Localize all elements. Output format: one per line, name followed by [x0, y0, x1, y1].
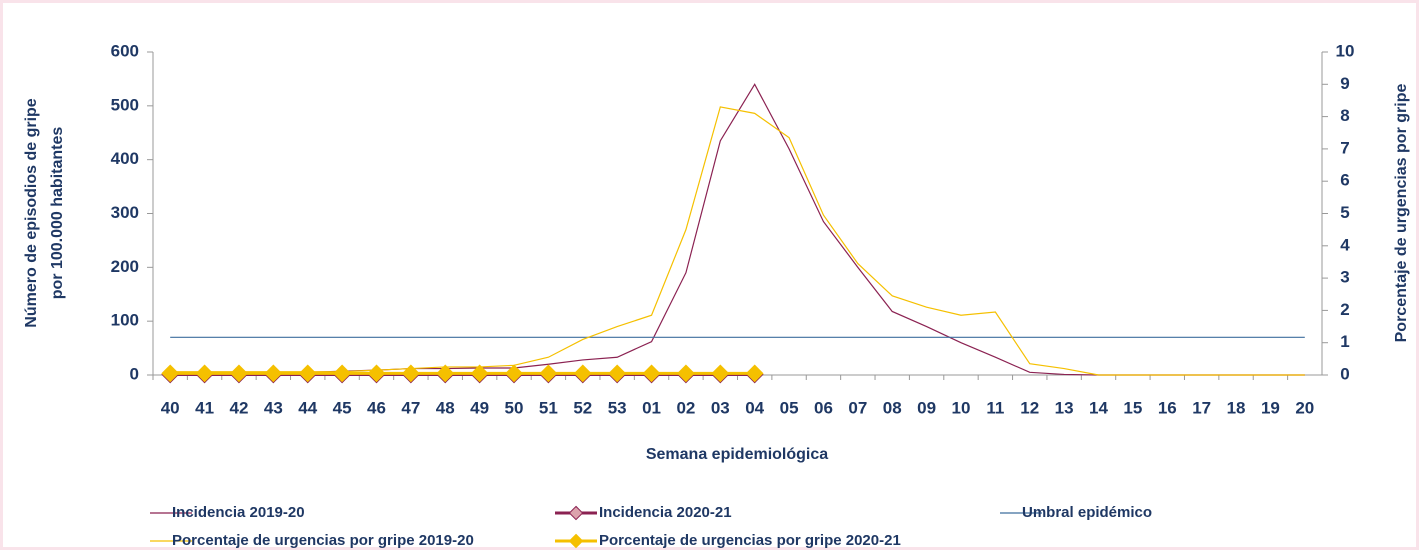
y-axis-title: Número de episodios de gripe: [23, 98, 40, 327]
marker: [573, 364, 592, 383]
y-tick-label: 600: [111, 41, 139, 60]
marker: [505, 364, 523, 383]
y-tick-label: 100: [111, 311, 139, 330]
x-tick-label: 06: [814, 398, 833, 417]
x-tick-label: 46: [367, 398, 386, 417]
y-axis-title: por 100.000 habitantes: [49, 127, 66, 300]
series-line: [170, 106, 1305, 376]
legend-label: Incidencia 2019-20: [172, 504, 305, 521]
x-tick-label: 18: [1227, 398, 1246, 417]
series-line: [170, 83, 1305, 376]
x-tick-label: 51: [539, 398, 558, 417]
x-tick-label: 07: [848, 398, 867, 417]
x-tick-label: 43: [264, 398, 283, 417]
x-tick-label: 09: [917, 398, 936, 417]
x-tick-label: 19: [1261, 398, 1280, 417]
x-tick-label: 44: [298, 398, 317, 417]
marker: [470, 364, 489, 383]
x-tick-label: 53: [608, 398, 627, 417]
x-tick-label: 15: [1123, 398, 1142, 417]
x-tick-label: 13: [1055, 398, 1074, 417]
marker: [333, 364, 351, 383]
y2-axis-title: Porcentaje de urgencias por gripe: [1393, 84, 1410, 343]
y2-tick-label: 4: [1340, 235, 1350, 254]
marker: [264, 364, 283, 383]
marker: [230, 364, 248, 383]
marker: [745, 364, 764, 383]
x-tick-label: 49: [470, 398, 489, 417]
x-tick-label: 11: [986, 398, 1004, 417]
y-tick-label: 300: [111, 203, 139, 222]
y2-tick-label: 0: [1340, 364, 1349, 383]
marker: [367, 364, 386, 383]
y2-tick-label: 6: [1340, 171, 1349, 190]
x-tick-label: 17: [1192, 398, 1211, 417]
x-tick-label: 47: [401, 398, 420, 417]
x-tick-label: 04: [745, 398, 764, 417]
marker: [436, 364, 455, 383]
x-tick-label: 48: [436, 398, 455, 417]
y2-tick-label: 7: [1340, 138, 1349, 157]
y2-tick-label: 9: [1340, 74, 1349, 93]
x-tick-label: 42: [229, 398, 248, 417]
legend-label: Porcentaje de urgencias por gripe 2020-2…: [599, 532, 901, 549]
x-tick-label: 10: [952, 398, 971, 417]
x-tick-label: 40: [161, 398, 180, 417]
marker: [677, 364, 695, 383]
marker: [195, 364, 214, 383]
x-axis-title: Semana epidemiológica: [646, 446, 828, 463]
x-tick-label: 45: [333, 398, 352, 417]
x-tick-label: 03: [711, 398, 730, 417]
marker: [161, 364, 180, 383]
marker: [539, 364, 558, 383]
x-tick-label: 14: [1089, 398, 1108, 417]
y-tick-label: 0: [130, 364, 139, 383]
legend-label: Porcentaje de urgencias por gripe 2019-2…: [172, 532, 474, 549]
y2-tick-label: 10: [1336, 41, 1355, 60]
y2-tick-label: 1: [1340, 332, 1349, 351]
x-tick-label: 50: [505, 398, 524, 417]
x-tick-label: 20: [1295, 398, 1314, 417]
x-tick-label: 02: [676, 398, 695, 417]
marker: [711, 364, 730, 383]
y-tick-label: 200: [111, 257, 139, 276]
y2-tick-label: 2: [1340, 300, 1349, 319]
legend-label: Incidencia 2020-21: [599, 504, 732, 521]
marker: [298, 364, 317, 383]
legend-marker: [568, 505, 584, 521]
y2-tick-label: 5: [1340, 203, 1349, 222]
marker: [642, 364, 661, 383]
x-tick-label: 16: [1158, 398, 1177, 417]
x-tick-label: 08: [883, 398, 902, 417]
x-tick-label: 41: [195, 398, 214, 417]
marker: [608, 364, 627, 383]
marker: [402, 364, 420, 383]
y2-tick-label: 3: [1340, 268, 1349, 287]
x-tick-label: 01: [642, 398, 661, 417]
legend-label: Umbral epidémico: [1022, 504, 1152, 521]
y-tick-label: 400: [111, 149, 139, 168]
legend-marker: [568, 533, 584, 549]
y-tick-label: 500: [111, 95, 139, 114]
y2-tick-label: 8: [1340, 106, 1349, 125]
x-tick-label: 52: [573, 398, 592, 417]
x-tick-label: 12: [1020, 398, 1039, 417]
x-tick-label: 05: [780, 398, 799, 417]
